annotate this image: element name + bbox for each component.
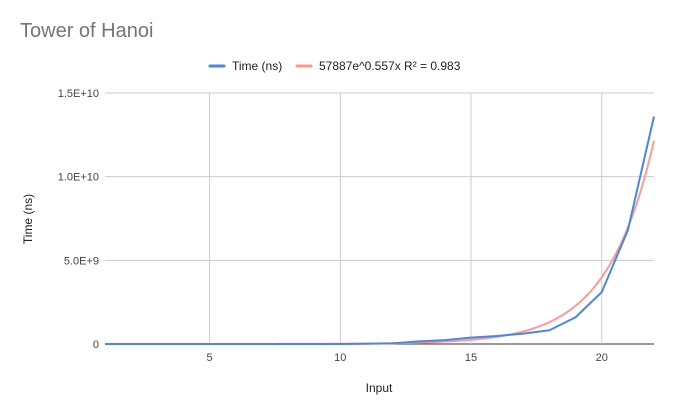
series-lines (105, 116, 655, 345)
x-tick-label: 5 (207, 352, 213, 364)
y-tick-label: 1.5E+10 (58, 88, 99, 100)
legend-item-time[interactable]: Time (ns) (208, 59, 282, 73)
legend-label-trendline: 57887e^0.557x R² = 0.983 (319, 59, 461, 73)
x-tick-labels: 5 10 15 20 (207, 352, 608, 364)
y-tick-label: 0 (93, 339, 99, 351)
x-tick-label: 10 (334, 352, 346, 364)
legend-item-trendline[interactable]: 57887e^0.557x R² = 0.983 (295, 59, 461, 73)
chart-title: Tower of Hanoi (20, 20, 154, 42)
x-axis-title: Input (366, 381, 393, 395)
y-axis-title: Time (ns) (21, 194, 35, 244)
x-tick-label: 15 (465, 352, 477, 364)
y-tick-label: 1.0E+10 (58, 172, 99, 184)
x-tick-label: 20 (596, 352, 608, 364)
y-tick-labels: 0 5.0E+9 1.0E+10 1.5E+10 (58, 88, 99, 351)
gridlines (105, 92, 654, 345)
legend[interactable]: Time (ns) 57887e^0.557x R² = 0.983 (208, 59, 461, 73)
y-tick-label: 5.0E+9 (64, 255, 99, 267)
legend-label-time: Time (ns) (232, 59, 282, 73)
trendline-series[interactable] (105, 140, 655, 345)
time-series-line[interactable] (105, 116, 655, 345)
